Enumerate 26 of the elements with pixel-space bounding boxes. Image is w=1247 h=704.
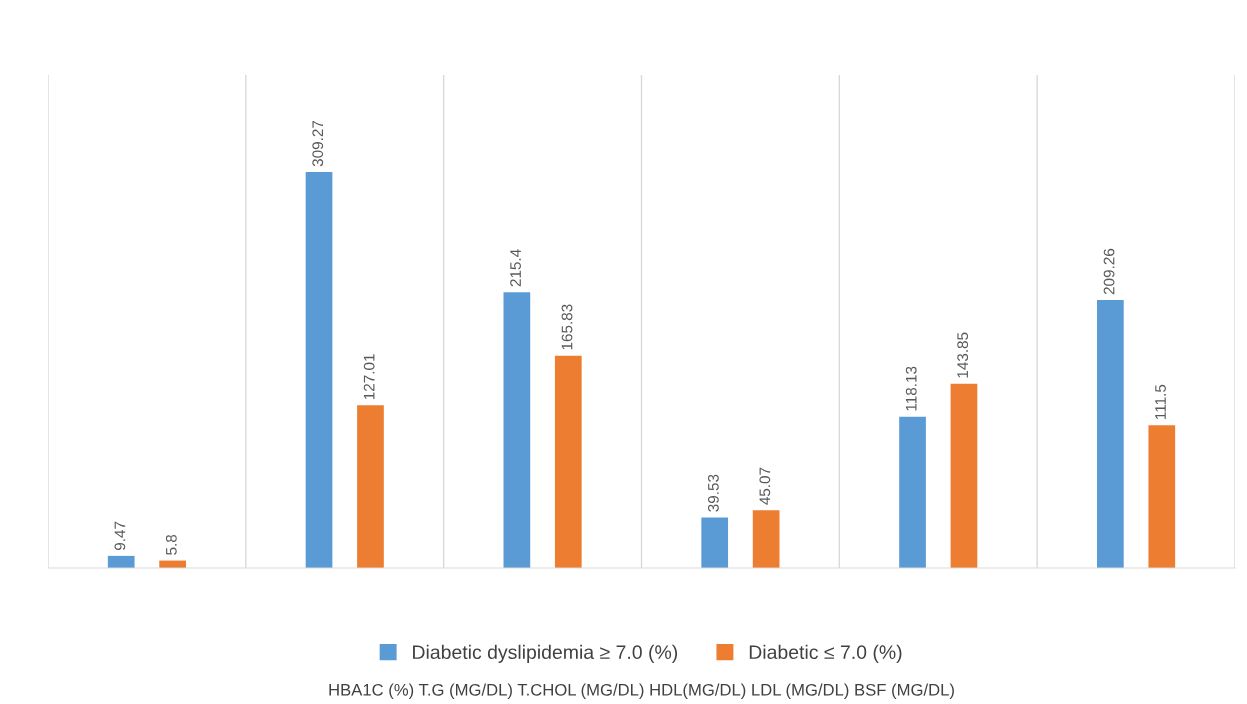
bar: [305, 171, 333, 568]
data-label: 215.4: [510, 249, 521, 287]
bar: [107, 555, 135, 568]
bar: [503, 292, 531, 568]
legend-label: Diabetic dyslipidemia ≥ 7.0 (%): [413, 644, 678, 663]
data-label: 127.01: [363, 354, 375, 400]
data-label: 309.27: [312, 120, 324, 167]
bar: [752, 510, 780, 568]
data-label: 111.5: [1155, 384, 1166, 419]
data-label: 5.8: [165, 534, 177, 555]
bar: [899, 416, 926, 568]
data-label: 39.53: [707, 474, 719, 512]
bar: [950, 383, 978, 568]
data-label: 118.13: [905, 366, 917, 411]
data-label: 165.83: [561, 304, 573, 350]
bar: [357, 405, 384, 568]
bar: [701, 517, 729, 568]
bar: [554, 355, 582, 568]
data-label: 209.26: [1103, 248, 1115, 295]
data-label: 143.85: [957, 332, 969, 378]
text: HBA1C (%) T.G (MG/DL) T.CHOL (MG/DL) HDL(MG/DL) LDL (MG/DL) BSF (MG/DL): [329, 683, 954, 700]
bar: [1097, 300, 1124, 568]
data-label: 9.47: [114, 521, 126, 551]
data-label: 45.07: [759, 467, 771, 505]
bar: [1148, 425, 1176, 568]
legend-label: Diabetic ≤ 7.0 (%): [749, 644, 902, 663]
